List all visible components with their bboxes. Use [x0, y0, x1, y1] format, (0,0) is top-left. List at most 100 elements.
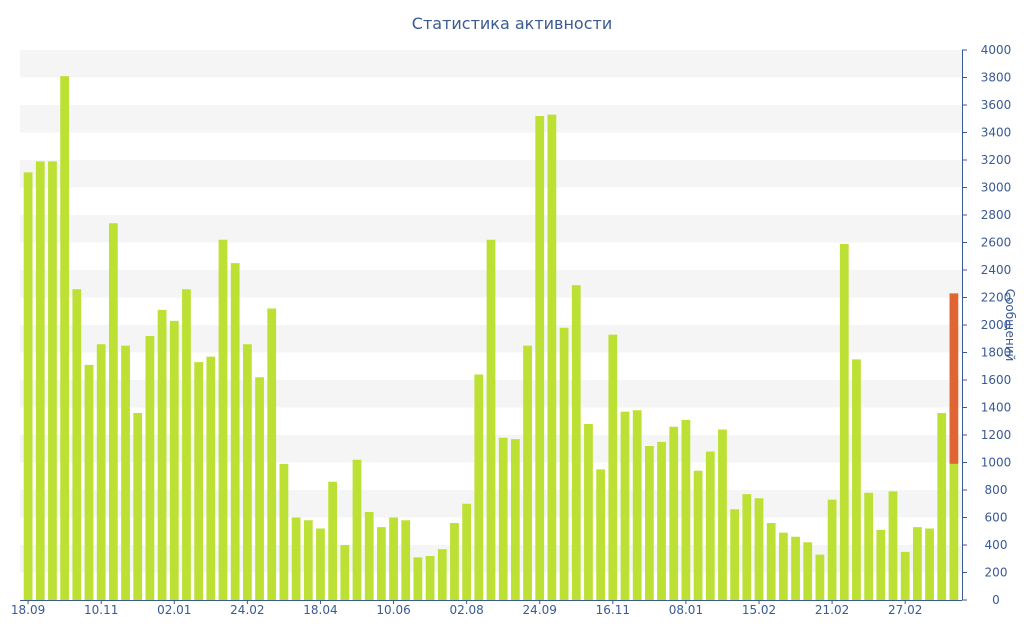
- bar: [48, 161, 57, 601]
- x-tick-label: 16.11: [596, 603, 630, 617]
- bar: [218, 239, 228, 600]
- x-tick-label: 08.01: [669, 603, 703, 617]
- bar: [510, 439, 520, 601]
- bar: [571, 285, 581, 601]
- bar: [584, 424, 593, 600]
- bar: [937, 413, 947, 600]
- y-tick-label: 3400: [981, 126, 1012, 140]
- y-axis-title: Сообщений: [1003, 289, 1017, 362]
- bar: [718, 429, 727, 600]
- x-tick-label: 24.02: [230, 603, 264, 617]
- bar: [827, 499, 837, 601]
- bar: [364, 512, 374, 600]
- bar: [474, 374, 484, 600]
- bar: [425, 556, 435, 600]
- bar: [84, 364, 94, 601]
- bar: [900, 551, 910, 601]
- x-tick-label: 21.02: [815, 603, 849, 617]
- y-tick-label: 3800: [981, 71, 1012, 85]
- bar: [145, 336, 155, 600]
- bar: [389, 517, 398, 600]
- bar: [242, 344, 252, 600]
- bar: [267, 308, 277, 600]
- y-tick-label: 4000: [981, 43, 1012, 57]
- bar: [852, 359, 861, 601]
- bar: [535, 116, 545, 600]
- bar: [413, 557, 423, 601]
- bar: [669, 426, 679, 600]
- bar: [657, 441, 666, 601]
- bar: [596, 469, 606, 601]
- bar: [864, 492, 874, 600]
- bar: [559, 327, 569, 600]
- grid-band: [20, 105, 962, 133]
- bar: [401, 520, 411, 600]
- bar: [620, 411, 630, 601]
- y-tick-label: 1800: [981, 346, 1012, 360]
- bar: [182, 289, 191, 600]
- bar: [328, 481, 338, 600]
- bar: [194, 362, 204, 601]
- bar: [255, 377, 264, 600]
- bar: [340, 545, 350, 600]
- y-tick-label: 2400: [981, 263, 1012, 277]
- bar: [60, 76, 70, 601]
- bar: [523, 345, 532, 601]
- grid-band: [20, 160, 962, 188]
- y-tick-label: 3200: [981, 153, 1012, 167]
- bar: [23, 172, 33, 601]
- y-tick-label: 800: [985, 483, 1008, 497]
- bar: [766, 523, 776, 600]
- y-tick-label: 1600: [981, 373, 1012, 387]
- bar: [437, 549, 447, 601]
- bar: [96, 344, 106, 600]
- bar: [632, 410, 642, 600]
- bar: [705, 451, 715, 600]
- bar: [303, 520, 313, 600]
- bar: [291, 517, 301, 600]
- y-tick-label: 2600: [981, 236, 1012, 250]
- grid-band: [20, 215, 962, 243]
- bar: [925, 528, 934, 600]
- bar: [876, 529, 886, 601]
- bar: [693, 470, 703, 600]
- bar: [133, 413, 143, 600]
- bar: [450, 523, 459, 600]
- x-tick-label: 24.09: [523, 603, 557, 617]
- y-tick-label: 200: [985, 566, 1008, 580]
- x-tick-label: 10.11: [84, 603, 118, 617]
- bar: [121, 345, 130, 601]
- bar: [742, 494, 752, 601]
- bar: [730, 509, 740, 600]
- y-tick-label: 1400: [981, 401, 1012, 415]
- x-tick-label: 27.02: [888, 603, 922, 617]
- bar: [754, 498, 764, 600]
- bar: [35, 161, 45, 601]
- bar: [230, 263, 240, 601]
- bar: [72, 289, 82, 600]
- bar: [157, 309, 167, 601]
- y-tick-label: 1000: [981, 456, 1012, 470]
- bar-stacked-segment: [949, 293, 959, 464]
- y-tick-label: 2000: [981, 318, 1012, 332]
- x-tick-label: 15.02: [742, 603, 776, 617]
- x-tick-label: 18.04: [303, 603, 337, 617]
- bar: [949, 463, 959, 601]
- bar: [547, 114, 557, 601]
- y-tick-label: 0: [992, 593, 1000, 607]
- grid-band: [20, 50, 962, 78]
- y-tick-label: 3600: [981, 98, 1012, 112]
- y-tick-label: 1200: [981, 428, 1012, 442]
- bar: [791, 536, 800, 600]
- bar: [815, 554, 825, 601]
- bar: [376, 527, 386, 601]
- bar: [608, 334, 618, 601]
- bar: [108, 223, 118, 600]
- x-tick-label: 18.09: [11, 603, 45, 617]
- y-tick-label: 400: [985, 538, 1008, 552]
- bar: [316, 528, 325, 600]
- bar: [644, 446, 654, 600]
- y-tick-label: 3000: [981, 181, 1012, 195]
